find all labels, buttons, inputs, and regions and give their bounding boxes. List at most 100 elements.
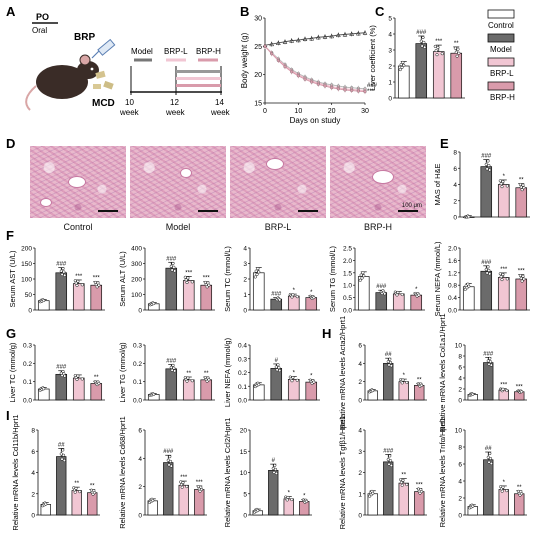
significance-label: * xyxy=(503,174,506,180)
data-point xyxy=(420,44,424,48)
data-point xyxy=(422,40,426,44)
data-point xyxy=(499,275,503,279)
significance-label: ### xyxy=(56,365,67,371)
histology-label-model: Model xyxy=(165,222,191,232)
y-tick-label: 0.0 xyxy=(448,308,457,315)
data-point xyxy=(400,293,404,297)
y-tick-label: 0 xyxy=(358,398,362,405)
data-point xyxy=(180,485,184,489)
data-point xyxy=(60,457,64,461)
data-point xyxy=(295,378,299,382)
data-point xyxy=(283,65,287,69)
histology-brpl xyxy=(230,146,326,218)
y-tick-label: 0 xyxy=(458,398,462,405)
scale-bar-model xyxy=(198,210,218,212)
data-point xyxy=(185,280,189,285)
legend-entry-control: Control xyxy=(487,9,515,30)
series-line xyxy=(264,45,366,92)
bar xyxy=(497,184,510,218)
legend-swatch-brpl xyxy=(487,57,515,67)
y-tick-label: 4 xyxy=(31,470,35,477)
data-point xyxy=(388,357,392,361)
data-point xyxy=(186,376,190,380)
chart-f1: 0 50 100 150 200 Serum AST (U/L) ### *** *** xyxy=(8,246,105,315)
y-tick-label: 6 xyxy=(31,449,35,456)
bar xyxy=(415,43,428,99)
significance-label: * xyxy=(293,370,296,376)
y-axis-label: Relative mRNA levels Cd68/Hprt1 xyxy=(118,416,127,529)
significance-label: *** xyxy=(500,267,508,273)
mcd-food-icon xyxy=(93,70,114,90)
y-tick-label: 0.8 xyxy=(448,283,457,290)
significance-label: ### xyxy=(166,358,177,364)
data-point xyxy=(278,368,282,373)
data-point xyxy=(207,378,211,382)
y-tick-label: 0.4 xyxy=(448,295,457,302)
y-tick-label: 3 xyxy=(243,261,247,268)
data-point xyxy=(355,30,361,36)
y-tick-label: 0 xyxy=(388,96,392,103)
significance-label: *** xyxy=(93,276,101,282)
data-point xyxy=(173,369,177,373)
data-point xyxy=(436,45,440,49)
y-tick-label: 50 xyxy=(25,292,33,299)
y-tick-label: 2.0 xyxy=(343,258,352,265)
significance-label: # xyxy=(272,458,276,464)
data-point xyxy=(467,284,471,288)
series-line xyxy=(264,32,366,46)
legend-swatch-brph xyxy=(487,81,515,91)
bar xyxy=(182,379,195,401)
data-point xyxy=(75,377,79,382)
data-point xyxy=(501,272,505,277)
week-14-label: 14 xyxy=(215,98,224,107)
y-tick-label: 200 xyxy=(21,246,32,253)
week-10-label: 10 xyxy=(125,98,134,107)
significance-label: ### xyxy=(416,30,427,36)
data-point xyxy=(488,272,492,276)
significance-label: ** xyxy=(454,41,459,47)
y-tick-label: 4 xyxy=(243,246,247,253)
y-tick-label: 2 xyxy=(243,277,247,284)
data-point xyxy=(399,480,403,484)
y-tick-label: 8 xyxy=(458,354,462,361)
data-point xyxy=(420,383,424,387)
data-point xyxy=(522,186,526,190)
data-point xyxy=(434,49,438,53)
bar xyxy=(498,489,509,516)
data-point xyxy=(190,379,194,383)
y-axis-label: Relative mRNA levels Col1a1/Hprt1 xyxy=(438,313,447,431)
y-tick-label: 1.2 xyxy=(448,270,457,277)
data-point xyxy=(396,290,400,294)
bar xyxy=(90,284,103,311)
significance-label: ** xyxy=(90,484,95,490)
y-axis-label: Relative mRNA levels Tgfβ1/Hprt1 xyxy=(338,416,347,530)
data-point xyxy=(501,387,505,391)
y-tick-label: 150 xyxy=(21,261,32,268)
data-point xyxy=(520,390,524,394)
y-tick-label: 0 xyxy=(358,513,362,520)
data-point xyxy=(286,495,290,499)
x-tick-label: 30 xyxy=(361,108,369,115)
data-point xyxy=(335,32,341,38)
bar xyxy=(480,270,493,311)
significance-label: ** xyxy=(94,375,99,381)
data-point xyxy=(421,35,425,40)
y-axis-label: Serum TC (mmol/L) xyxy=(223,246,232,312)
data-point xyxy=(419,39,423,43)
y-tick-label: 6 xyxy=(138,428,142,435)
bar xyxy=(414,491,425,516)
y-axis-label: MAS of H&E xyxy=(433,163,442,205)
data-point xyxy=(349,31,355,36)
significance-label: # xyxy=(275,358,279,364)
data-point xyxy=(457,51,461,55)
data-point xyxy=(486,159,490,163)
data-point xyxy=(387,462,391,466)
significance-label: *** xyxy=(196,480,204,486)
significance-label: *** xyxy=(203,276,211,282)
y-tick-label: 20 xyxy=(240,428,248,435)
y-axis-label: Liver NEFA (mmol/g) xyxy=(223,337,232,407)
y-tick-label: 0.3 xyxy=(133,343,142,350)
y-tick-label: 0 xyxy=(453,215,457,222)
scale-bar-brpl xyxy=(298,210,318,212)
bar xyxy=(87,492,98,516)
